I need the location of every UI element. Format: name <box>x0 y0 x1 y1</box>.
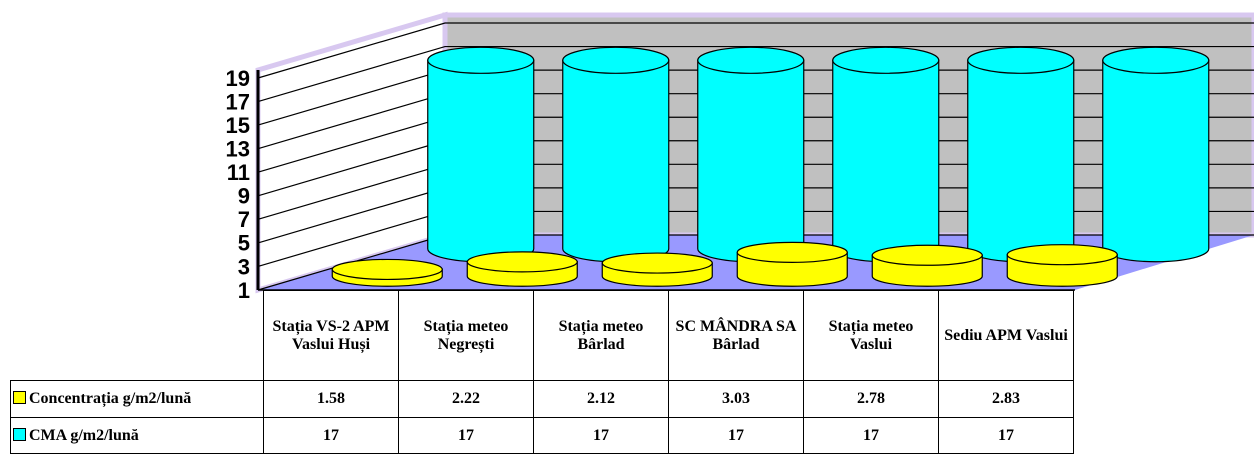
cylinder-body <box>967 59 1075 263</box>
y-tick-label: 9 <box>238 184 250 209</box>
cylinder-top <box>427 46 535 74</box>
grid-line <box>257 45 1254 103</box>
cylinder-body <box>562 59 670 263</box>
y-tick-label: 1 <box>238 278 250 303</box>
y-tick-label: 5 <box>238 231 250 256</box>
table-cell: 1.58 <box>263 380 399 418</box>
table-cell: 17 <box>803 417 939 454</box>
legend-label: Concentrația g/m2/lună <box>29 390 192 407</box>
legend-key <box>13 391 26 404</box>
y-tick-label: 15 <box>226 113 250 138</box>
cylinder-top <box>736 241 848 263</box>
legend-label: CMA g/m2/lună <box>29 426 139 444</box>
cylinder-top <box>1102 46 1210 74</box>
table-cell: Stația meteo Negrești <box>398 290 534 381</box>
cylinder-top <box>601 252 713 274</box>
table-cell: 3.03 <box>668 380 804 418</box>
y-tick-label: 7 <box>238 207 250 232</box>
cylinder-top <box>466 251 578 273</box>
y-tick-label: 13 <box>226 136 250 161</box>
legend-key <box>13 427 26 441</box>
y-tick-label: 19 <box>226 66 250 91</box>
table-cell: 2.78 <box>803 380 939 418</box>
y-tick-label: 3 <box>238 254 250 279</box>
cylinder-top <box>832 46 940 74</box>
table-cell: 17 <box>668 417 804 454</box>
cylinder-top <box>697 46 805 74</box>
y-tick-label: 11 <box>227 160 250 185</box>
cylinder-body <box>1102 59 1210 263</box>
table-cell: 17 <box>263 417 399 454</box>
cylinder-top <box>967 46 1075 74</box>
cylinder-body <box>832 59 940 263</box>
data-table: Stația VS-2 APM Vaslui Huși Stația meteo … <box>10 290 1074 454</box>
cylinder-top <box>562 46 670 74</box>
cylinder-body <box>427 59 535 263</box>
table-cell: 2.83 <box>938 380 1074 418</box>
cylinder-top <box>871 244 983 266</box>
y-tick-label: 17 <box>226 89 250 114</box>
cylinder-top <box>331 258 443 281</box>
table-cell: 17 <box>938 417 1074 454</box>
table-cell: Stația meteo Bârlad <box>533 290 669 381</box>
table-cell: 17 <box>533 417 669 454</box>
grid-line <box>257 22 1254 79</box>
cylinder-body <box>697 59 805 263</box>
table-cell: SC MÂNDRA SA Bârlad <box>668 290 804 381</box>
table-cell: Stația VS-2 APM Vaslui Huși <box>263 290 399 381</box>
table-cell: 2.22 <box>398 380 534 418</box>
cylinder-top <box>1006 244 1118 266</box>
table-cell: 17 <box>398 417 534 454</box>
table-cell: 2.12 <box>533 380 669 418</box>
table-cell: Sediu APM Vaslui <box>938 290 1074 381</box>
table-cell: Stația meteo Vaslui <box>803 290 939 381</box>
